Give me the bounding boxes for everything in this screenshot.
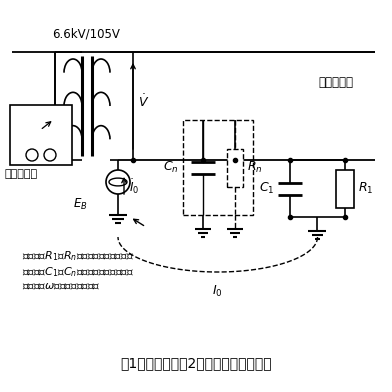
Text: $\dot{I}_0$: $\dot{I}_0$ (129, 178, 139, 196)
FancyBboxPatch shape (336, 169, 354, 207)
FancyBboxPatch shape (10, 105, 72, 165)
Text: $\dot{V}$: $\dot{V}$ (138, 94, 149, 110)
Text: $C_n$: $C_n$ (163, 160, 179, 175)
Text: 第1図　単相交流2線式電路の零相電流: 第1図 単相交流2線式電路の零相電流 (120, 356, 272, 370)
Text: $C_1$: $C_1$ (259, 181, 274, 196)
Text: $\omega$：電源の角周波数: $\omega$：電源の角周波数 (22, 281, 100, 291)
Text: $I_0$: $I_0$ (212, 284, 223, 299)
Text: $C_1$、$C_n$：等価対地静電容量、: $C_1$、$C_n$：等価対地静電容量、 (22, 265, 134, 279)
Text: 6.6kV/105V: 6.6kV/105V (52, 27, 120, 40)
FancyBboxPatch shape (227, 149, 243, 187)
Text: $R_1$: $R_1$ (358, 181, 374, 196)
Text: $R_n$: $R_n$ (247, 160, 263, 175)
Text: 負荷設備へ: 負荷設備へ (318, 76, 353, 89)
Text: （注）　$R_1$、$R_n$：等価対地絶縁抵抗、: （注） $R_1$、$R_n$：等価対地絶縁抵抗、 (22, 249, 134, 263)
Text: 漏れ電流計: 漏れ電流計 (5, 169, 38, 179)
Text: $E_B$: $E_B$ (73, 197, 88, 212)
